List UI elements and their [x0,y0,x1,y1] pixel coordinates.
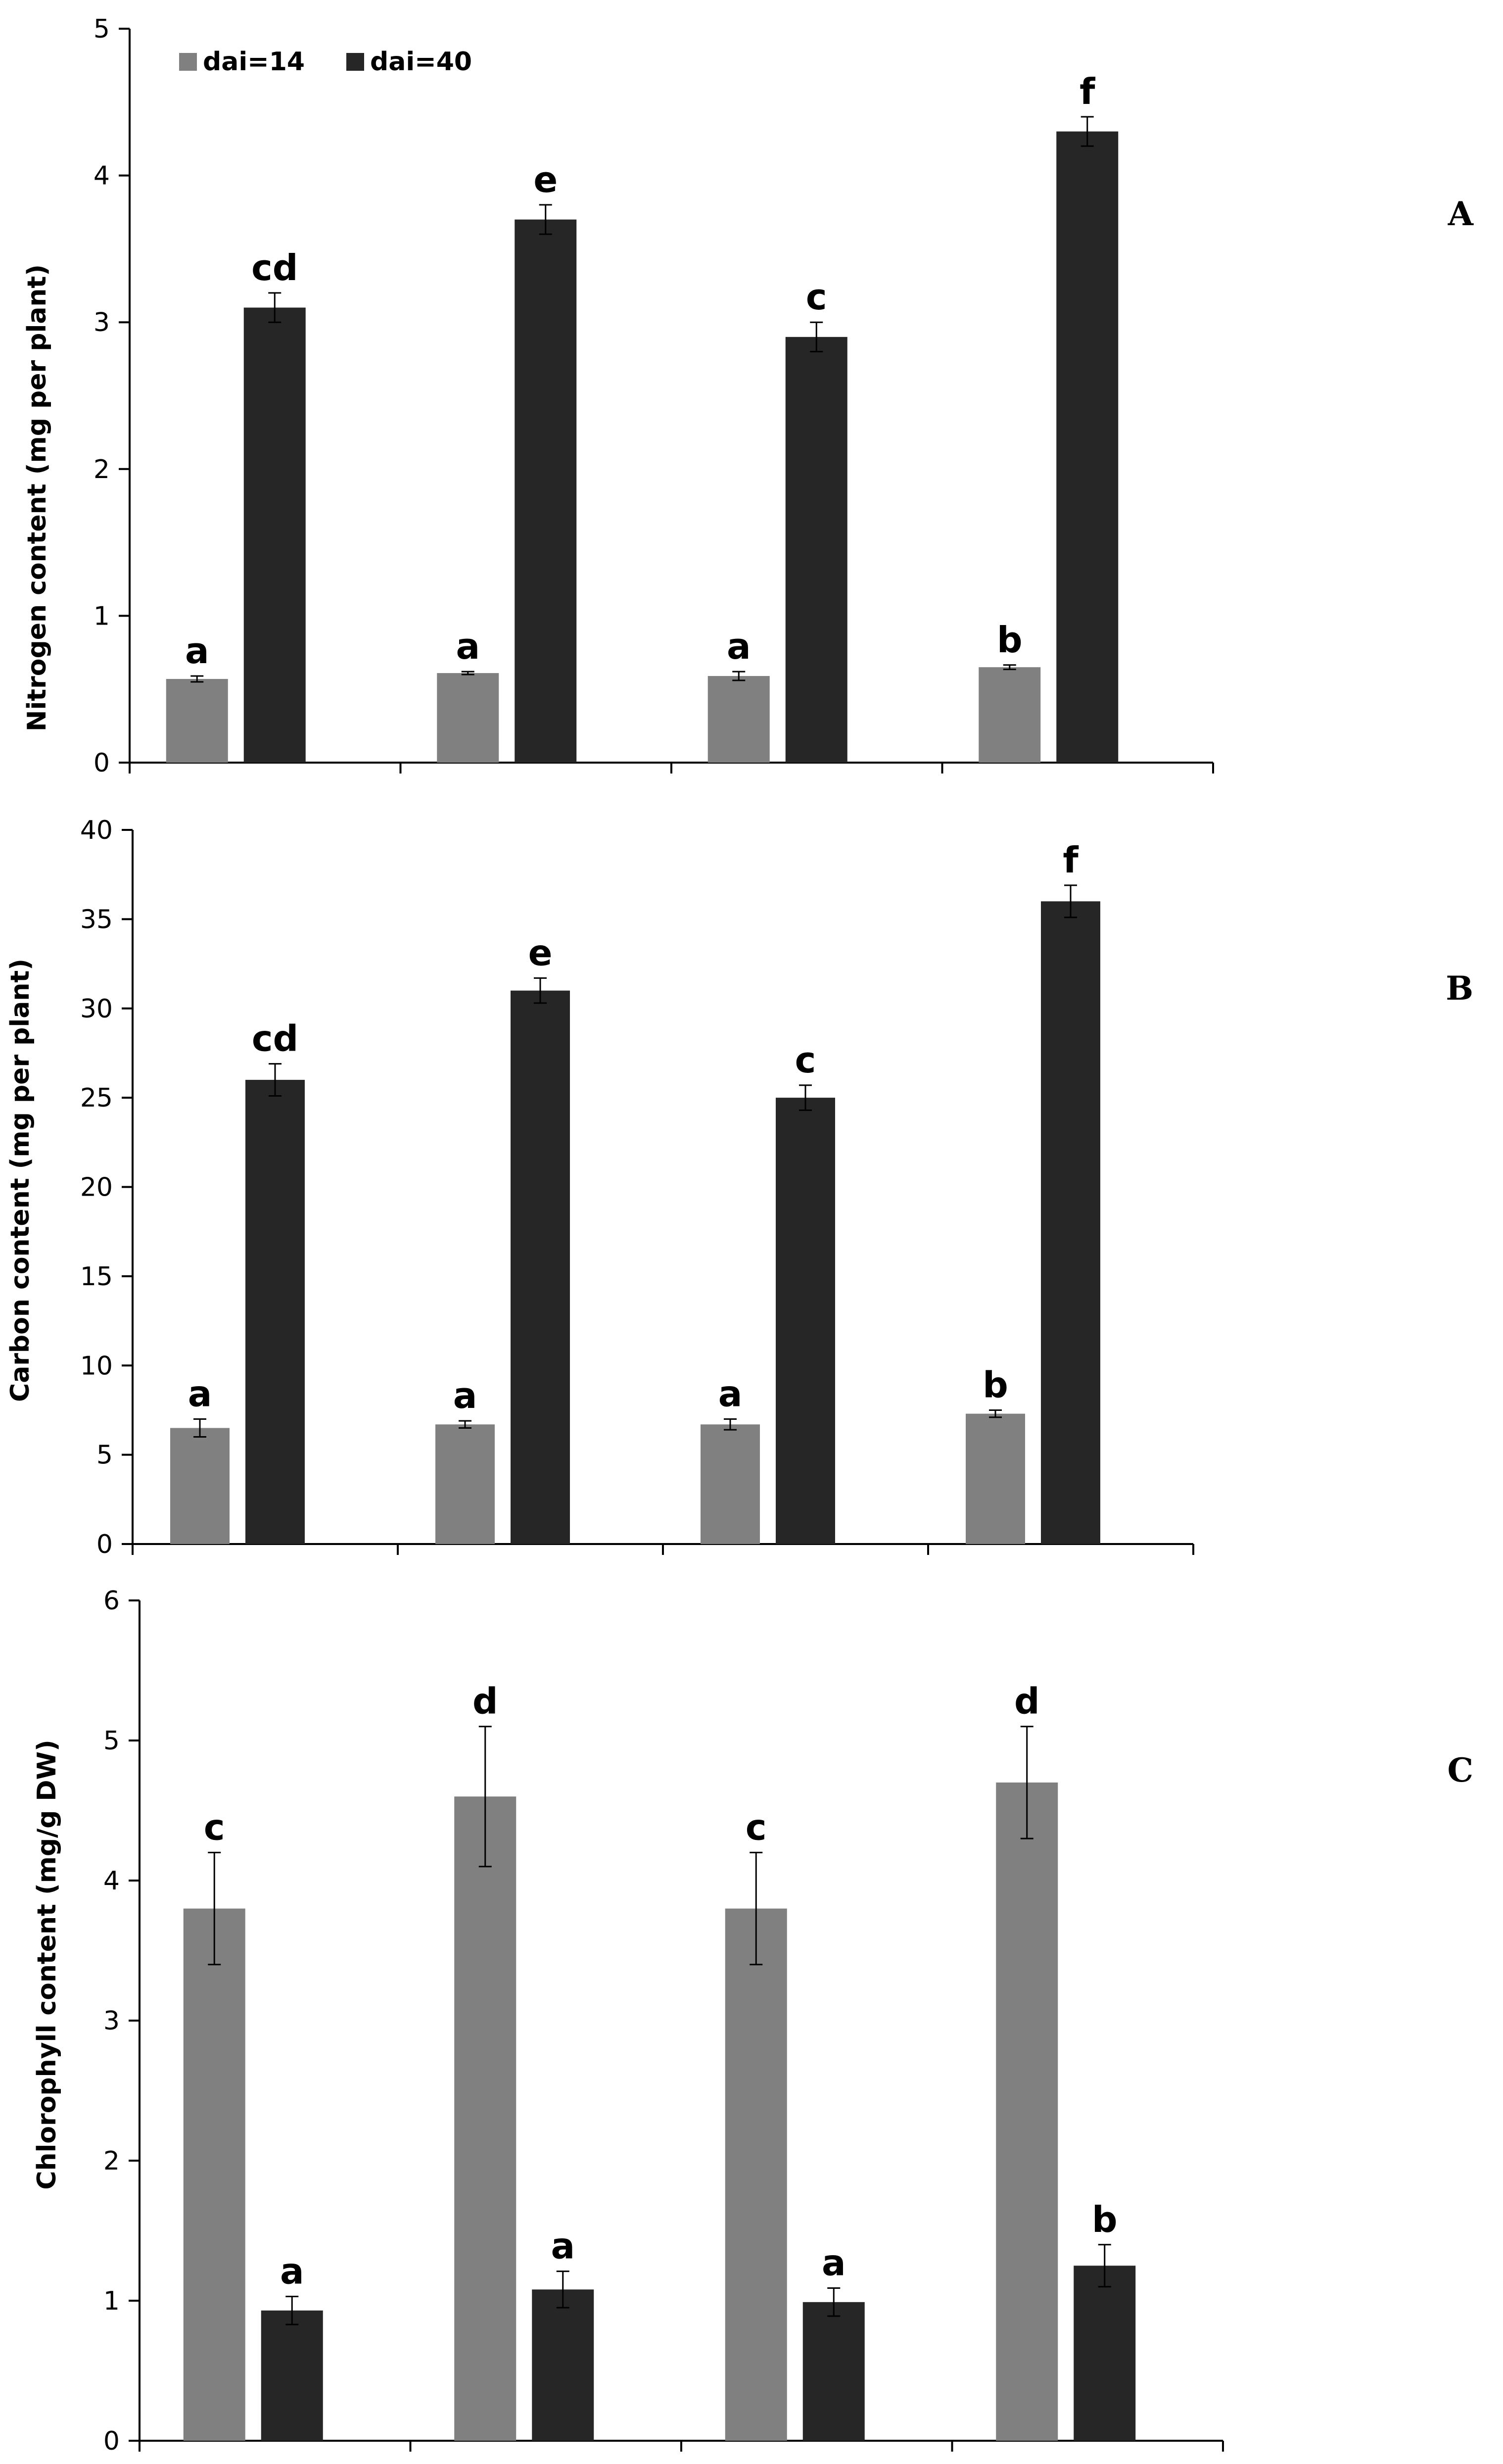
y-tick-label: 25 [80,1083,113,1113]
legend-label-dai40: dai=40 [370,47,472,77]
significance-letter: d [1014,1681,1040,1722]
bar-dai40-bda62-3 [785,337,847,763]
y-tick-label: 3 [103,2006,120,2036]
significance-letter: cd [251,247,298,289]
significance-letter: a [188,1373,212,1414]
bar-dai14-bda134-6 [437,673,499,763]
significance-letter: c [746,1806,767,1848]
y-axis-title: Chlorophyll content (mg/g DW) [32,1739,62,2189]
y-tick-label: 40 [80,816,113,845]
y-tick-label: 6 [103,1586,120,1616]
y-tick-label: 1 [103,2286,120,2316]
bar-dai40-control [245,1080,305,1544]
bar-dai14-bda59-3 [996,1782,1058,2441]
bar-dai14-bda62-3 [725,1908,787,2441]
significance-letter: f [1080,71,1095,112]
panel-b: Carbon content (mg per plant) B 0 5 10 15 20… [5,816,1473,1559]
panel-a: Nitrogen content (mg per plant) A 0 1 2 3 4 5… [22,14,1474,778]
bar-dai40-bda134-6 [515,219,577,763]
significance-letter: b [1092,2199,1118,2240]
bar-dai40-bda62-3 [776,1098,835,1544]
y-tick-label: 20 [80,1173,113,1203]
significance-letter: a [453,1375,477,1416]
panel-c: Chlorophyll content (mg/g DW) C 0 1 2 3 4 5 6 c… [32,1586,1473,2456]
bar-dai14-control [166,678,228,763]
significance-letter: a [185,630,209,672]
significance-letter: b [997,619,1023,661]
y-tick-label: 0 [94,748,110,778]
significance-letter: a [551,2225,575,2267]
bar-dai40-control [261,2310,323,2441]
bar-dai14-bda59-3 [966,1413,1025,1544]
significance-letter: cd [252,1018,298,1060]
bar-dai14-bda134-6 [435,1424,495,1544]
bar-dai14-bda62-3 [701,1424,760,1544]
significance-letter: b [983,1364,1008,1405]
significance-letter: a [718,1373,743,1414]
significance-letter: c [806,276,827,318]
legend-swatch-dai40 [346,53,364,71]
y-tick-label: 10 [80,1351,113,1381]
significance-letter: f [1063,839,1079,881]
bar-dai14-bda134-6 [454,1796,517,2441]
y-tick-label: 1 [94,601,110,631]
y-axis-title: Carbon content (mg per plant) [5,959,35,1402]
bar-dai40-bda59-3 [1056,131,1119,763]
bar-dai40-bda62-3 [802,2302,865,2441]
bar-dai40-bda59-3 [1041,901,1100,1544]
significance-letter: a [822,2242,846,2284]
panel-letter: B [1446,969,1473,1008]
panel-letter: C [1447,1751,1473,1789]
bar-dai40-bda134-6 [511,990,570,1544]
bar-dai40-bda134-6 [532,2289,594,2441]
bar-dai14-bda59-3 [979,667,1041,763]
legend-label-dai14: dai=14 [203,47,305,77]
y-tick-label: 15 [80,1262,113,1292]
significance-letter: a [280,2251,304,2292]
bar-dai14-bda62-3 [707,676,770,763]
bar-dai40-control [243,307,306,763]
y-tick-label: 35 [80,905,113,934]
y-tick-label: 4 [103,1866,120,1896]
y-tick-label: 5 [103,1726,120,1756]
bar-dai14-control [183,1908,245,2441]
bar-dai40-bda59-3 [1074,2266,1136,2441]
y-tick-label: 5 [94,14,110,44]
significance-letter: c [204,1806,225,1848]
y-tick-label: 0 [103,2426,120,2456]
legend-swatch-dai14 [179,53,197,71]
y-tick-label: 5 [96,1441,113,1470]
significance-letter: e [533,159,558,200]
y-axis-title: Nitrogen content (mg per plant) [22,264,52,731]
bar-dai14-control [170,1428,230,1544]
panel-letter: A [1448,194,1474,233]
y-tick-label: 2 [94,455,110,484]
significance-letter: a [727,626,751,667]
y-tick-label: 30 [80,994,113,1024]
y-tick-label: 3 [94,308,110,338]
significance-letter: c [795,1039,816,1081]
y-tick-label: 2 [103,2146,120,2176]
significance-letter: d [472,1681,498,1722]
y-tick-label: 0 [96,1530,113,1559]
y-tick-label: 4 [94,161,110,191]
significance-letter: e [528,932,553,973]
significance-letter: a [456,626,480,667]
legend: dai=14 dai=40 [179,47,472,77]
